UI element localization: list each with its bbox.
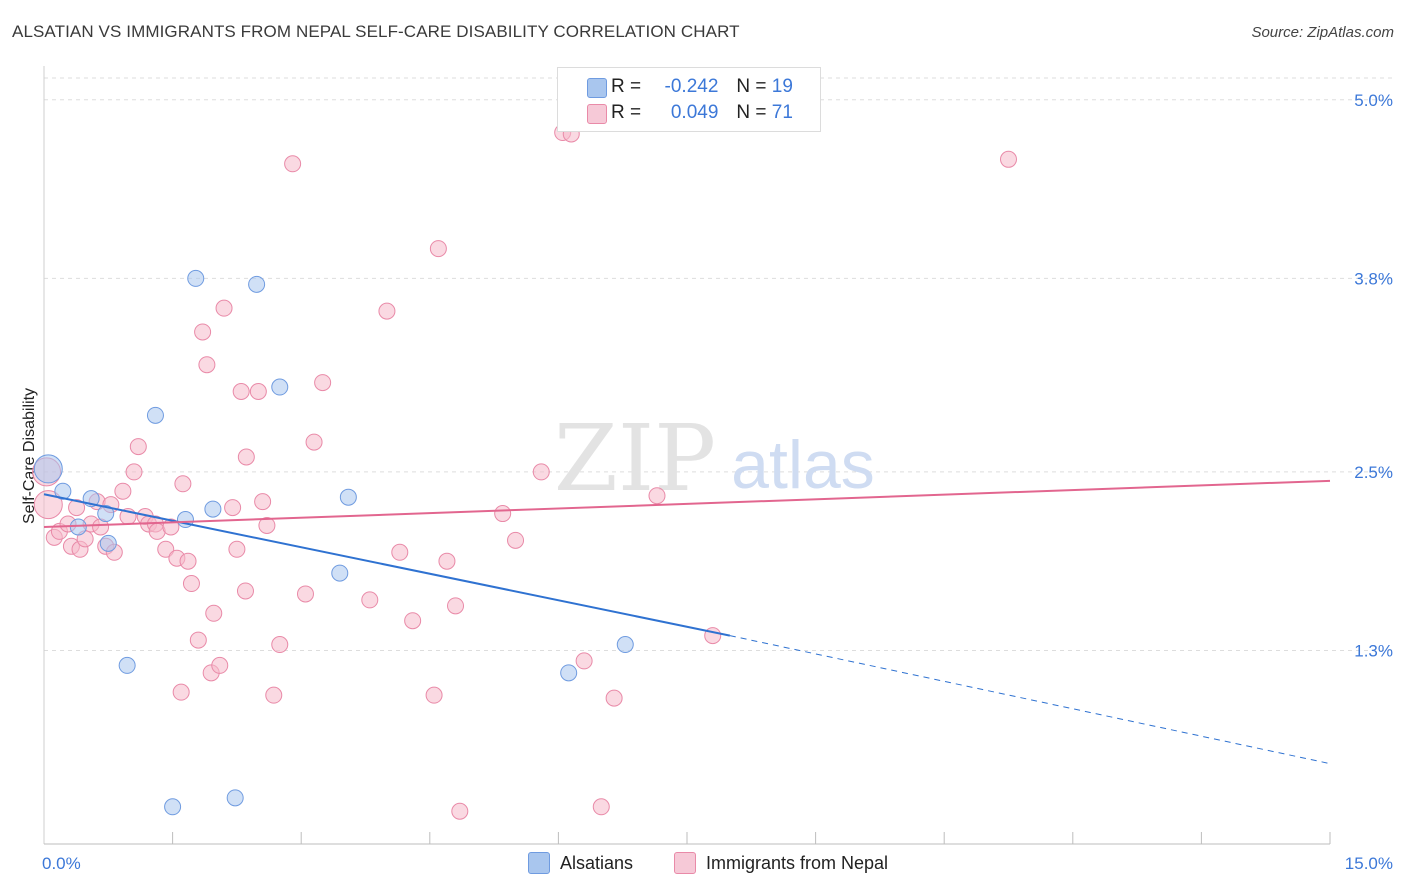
chart-title: ALSATIAN VS IMMIGRANTS FROM NEPAL SELF-C…: [12, 22, 740, 41]
x-tick-label: 15.0%: [1345, 854, 1393, 873]
nepal-point: [129, 438, 147, 456]
alsatian-point: [97, 505, 115, 523]
nepal-point: [114, 482, 132, 500]
n-label: N =: [736, 102, 767, 123]
alsatian-point: [99, 534, 117, 552]
nepal-point: [532, 463, 550, 481]
nepal-point: [237, 448, 255, 466]
nepal-point: [391, 543, 409, 561]
r-label: R =: [611, 102, 642, 123]
alsatian-point: [54, 482, 72, 500]
nepal-point: [447, 597, 465, 615]
legend-row-alsatians: R = -0.242 N = 19: [587, 74, 793, 100]
watermark-zip: ZIP: [554, 405, 716, 512]
nepal-point: [592, 798, 610, 816]
nepal-point: [378, 302, 396, 320]
nepal-point: [224, 499, 242, 517]
watermark-atlas: atlas: [731, 427, 875, 503]
r-value: -0.242: [664, 76, 719, 97]
nepal-point: [605, 689, 623, 707]
n-value: 19: [771, 76, 793, 97]
nepal-point: [198, 356, 216, 374]
n-label: N =: [736, 76, 767, 97]
nepal-point: [182, 575, 200, 593]
nepal-point: [494, 505, 512, 523]
nepal-point: [205, 604, 223, 622]
alsatian-point: [560, 664, 578, 682]
legend-item-alsatians: Alsatians: [528, 852, 633, 874]
source-label: Source: ZipAtlas.com: [1251, 24, 1394, 41]
nepal-point: [236, 582, 254, 600]
nepal-point: [258, 516, 276, 534]
legend-row-nepal: R = 0.049 N = 71: [587, 100, 793, 126]
nepal-point: [296, 585, 314, 603]
alsatian-trendline: [43, 493, 731, 637]
alsatian-point: [146, 406, 164, 424]
alsatian-point: [616, 636, 634, 654]
nepal-point: [361, 591, 379, 609]
r-value: 0.049: [670, 102, 719, 123]
legend-label: Alsatians: [560, 852, 634, 873]
alsatian-point: [164, 798, 182, 816]
nepal-point: [404, 612, 422, 630]
nepal-point: [429, 240, 447, 258]
nepal-point: [305, 433, 323, 451]
nepal-point: [174, 475, 192, 493]
nepal-point: [425, 686, 443, 704]
nepal-point: [271, 636, 289, 654]
legend-label: Immigrants from Nepal: [706, 852, 889, 873]
nepal-point: [1000, 150, 1017, 168]
nepal-point: [157, 540, 175, 558]
x-tick-label: 0.0%: [42, 854, 81, 873]
nepal-point: [172, 683, 190, 701]
nepal-point: [189, 631, 207, 649]
alsatian-point: [271, 378, 289, 396]
alsatian-trendline-extension: [729, 635, 1331, 765]
legend-swatch-pink: [674, 852, 696, 874]
series-legend: Alsatians Immigrants from Nepal: [0, 852, 1406, 878]
alsatian-point: [339, 488, 357, 506]
alsatian-point: [33, 454, 63, 484]
r-label: R =: [611, 76, 642, 97]
y-tick-label: 1.3%: [1354, 642, 1393, 661]
alsatian-point: [248, 275, 266, 293]
y-tick-label: 3.8%: [1354, 269, 1393, 288]
y-tick-label: 2.5%: [1354, 463, 1393, 482]
nepal-point: [33, 490, 63, 520]
nepal-point: [284, 155, 302, 173]
correlation-legend: R = -0.242 N = 19 R = 0.049 N = 71: [557, 67, 821, 132]
nepal-point: [179, 552, 197, 570]
legend-swatch-blue: [528, 852, 550, 874]
n-value: 71: [771, 102, 793, 123]
alsatian-point: [118, 656, 136, 674]
nepal-trendline: [43, 479, 1331, 528]
nepal-point: [438, 552, 456, 570]
alsatian-point: [187, 269, 205, 287]
nepal-point: [451, 802, 469, 820]
nepal-point: [125, 463, 143, 481]
nepal-point: [265, 686, 283, 704]
alsatian-point: [226, 789, 244, 807]
nepal-point: [228, 540, 246, 558]
legend-item-nepal: Immigrants from Nepal: [674, 852, 888, 874]
nepal-point: [575, 652, 593, 670]
nepal-point: [215, 299, 233, 317]
nepal-point: [68, 499, 86, 517]
alsatian-point: [69, 518, 87, 536]
nepal-point: [211, 656, 229, 674]
nepal-point: [254, 493, 272, 511]
alsatian-point: [331, 564, 349, 582]
nepal-point: [194, 323, 212, 341]
y-tick-label: 5.0%: [1354, 91, 1393, 110]
nepal-point: [232, 383, 250, 401]
nepal-point: [314, 374, 332, 392]
legend-swatch-blue: [587, 78, 607, 98]
nepal-point: [249, 383, 267, 401]
legend-swatch-pink: [587, 104, 607, 124]
alsatian-point: [204, 500, 222, 518]
nepal-point: [507, 531, 525, 549]
nepal-point: [648, 487, 666, 505]
